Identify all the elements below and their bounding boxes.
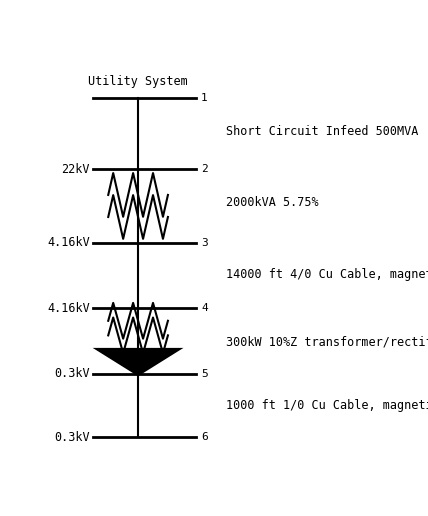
Text: 0.3kV: 0.3kV [54,431,90,444]
Text: 22kV: 22kV [62,163,90,175]
Text: 1: 1 [201,93,208,103]
Text: 4.16kV: 4.16kV [47,236,90,249]
Text: Short Circuit Infeed 500MVA: Short Circuit Infeed 500MVA [226,125,418,138]
Text: 5: 5 [201,369,208,379]
Text: 0.3kV: 0.3kV [54,367,90,380]
Text: 4: 4 [201,303,208,313]
Text: 2: 2 [201,164,208,174]
Text: 3: 3 [201,238,208,248]
Text: 1000 ft 1/0 Cu Cable, magnetic duct: 1000 ft 1/0 Cu Cable, magnetic duct [226,399,428,412]
Text: 300kW 10%Z transformer/rectifier: 300kW 10%Z transformer/rectifier [226,335,428,348]
Text: 14000 ft 4/0 Cu Cable, magnetic duct: 14000 ft 4/0 Cu Cable, magnetic duct [226,268,428,281]
Text: Utility System: Utility System [88,75,188,88]
Text: 6: 6 [201,432,208,442]
Text: 4.16kV: 4.16kV [47,302,90,315]
Polygon shape [100,350,176,374]
Text: 2000kVA 5.75%: 2000kVA 5.75% [226,197,318,209]
